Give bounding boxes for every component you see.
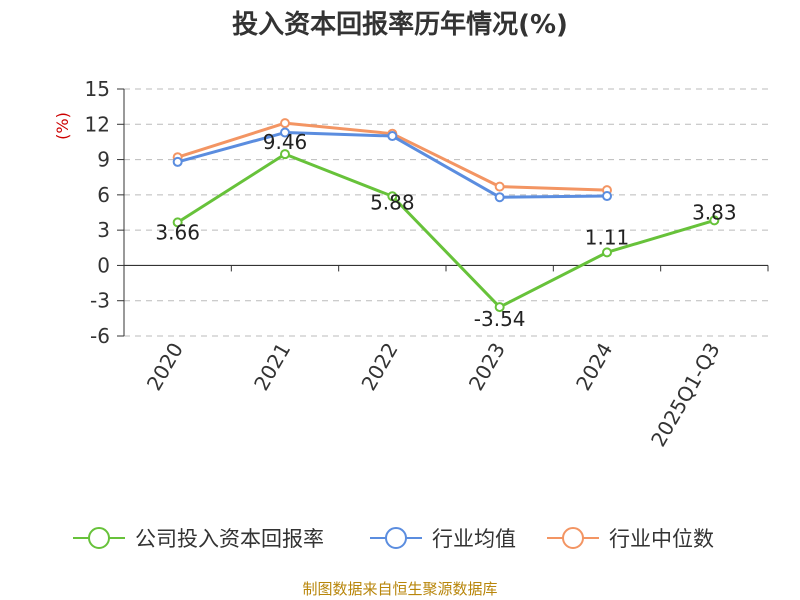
legend-marker-icon bbox=[562, 527, 584, 549]
axes bbox=[123, 89, 768, 336]
data-point bbox=[387, 131, 398, 142]
data-point bbox=[494, 302, 505, 313]
y-tick-label: 6 bbox=[97, 183, 110, 207]
legend-item[interactable]: 行业均值 bbox=[370, 527, 516, 551]
data-point bbox=[172, 217, 183, 228]
legend-marker-icon bbox=[88, 527, 110, 549]
legend-item[interactable]: 公司投入资本回报率 bbox=[73, 527, 324, 551]
series-line bbox=[176, 152, 715, 309]
x-tick-label: 2024 bbox=[571, 339, 617, 395]
legend-item[interactable]: 行业中位数 bbox=[547, 527, 714, 551]
legend-marker-icon bbox=[385, 527, 407, 549]
data-point bbox=[280, 127, 290, 138]
x-tick-label: 2020 bbox=[142, 339, 188, 395]
x-tick-label: 2022 bbox=[356, 339, 402, 395]
y-tick-label: -3 bbox=[90, 289, 110, 313]
data-labels: 3.66 9.46 5.88 -3.54 1.11 3.83 bbox=[155, 130, 736, 331]
x-tick-label: 2023 bbox=[464, 338, 510, 394]
legend-label: 行业中位数 bbox=[609, 527, 714, 551]
y-axis-label: (%) bbox=[53, 112, 72, 140]
data-label: 5.88 bbox=[370, 190, 415, 214]
x-tick-label: 2025Q1-Q3 bbox=[646, 339, 725, 451]
grid-lines bbox=[124, 88, 768, 337]
legend-label: 公司投入资本回报率 bbox=[135, 527, 324, 551]
y-tick-label: 9 bbox=[97, 148, 110, 172]
legend[interactable]: 公司投入资本回报率 行业均值 行业中位数 bbox=[73, 527, 714, 551]
source-note: 制图数据来自恒生聚源数据库 bbox=[302, 580, 497, 598]
data-point bbox=[172, 156, 183, 167]
y-tick-label: 12 bbox=[85, 112, 110, 136]
data-point bbox=[602, 247, 612, 258]
data-point bbox=[280, 149, 290, 160]
y-tick-label: -6 bbox=[90, 324, 110, 348]
x-axis-ticks: 2020 2021 2022 2023 2024 2025Q1-Q3 bbox=[123, 265, 769, 451]
data-label: 3.83 bbox=[692, 200, 737, 224]
data-label: 9.46 bbox=[263, 130, 308, 154]
y-tick-label: 3 bbox=[97, 218, 110, 242]
data-point bbox=[280, 118, 290, 129]
data-label: 3.66 bbox=[155, 220, 200, 244]
data-label: -3.54 bbox=[474, 307, 526, 331]
x-tick-label: 2021 bbox=[249, 339, 295, 395]
y-tick-label: 15 bbox=[85, 77, 110, 101]
data-label: 1.11 bbox=[585, 225, 630, 249]
data-point bbox=[602, 191, 612, 202]
legend-label: 行业均值 bbox=[432, 527, 516, 551]
y-axis-ticks: 15 12 9 6 3 0 -3 -6 bbox=[85, 77, 124, 348]
chart-title: 投入资本回报率历年情况(%) bbox=[232, 9, 568, 40]
y-tick-label: 0 bbox=[97, 253, 110, 277]
data-point bbox=[494, 192, 505, 203]
data-point bbox=[494, 181, 505, 192]
data-point bbox=[387, 191, 398, 202]
series-lines bbox=[172, 118, 720, 313]
data-point bbox=[709, 215, 720, 226]
